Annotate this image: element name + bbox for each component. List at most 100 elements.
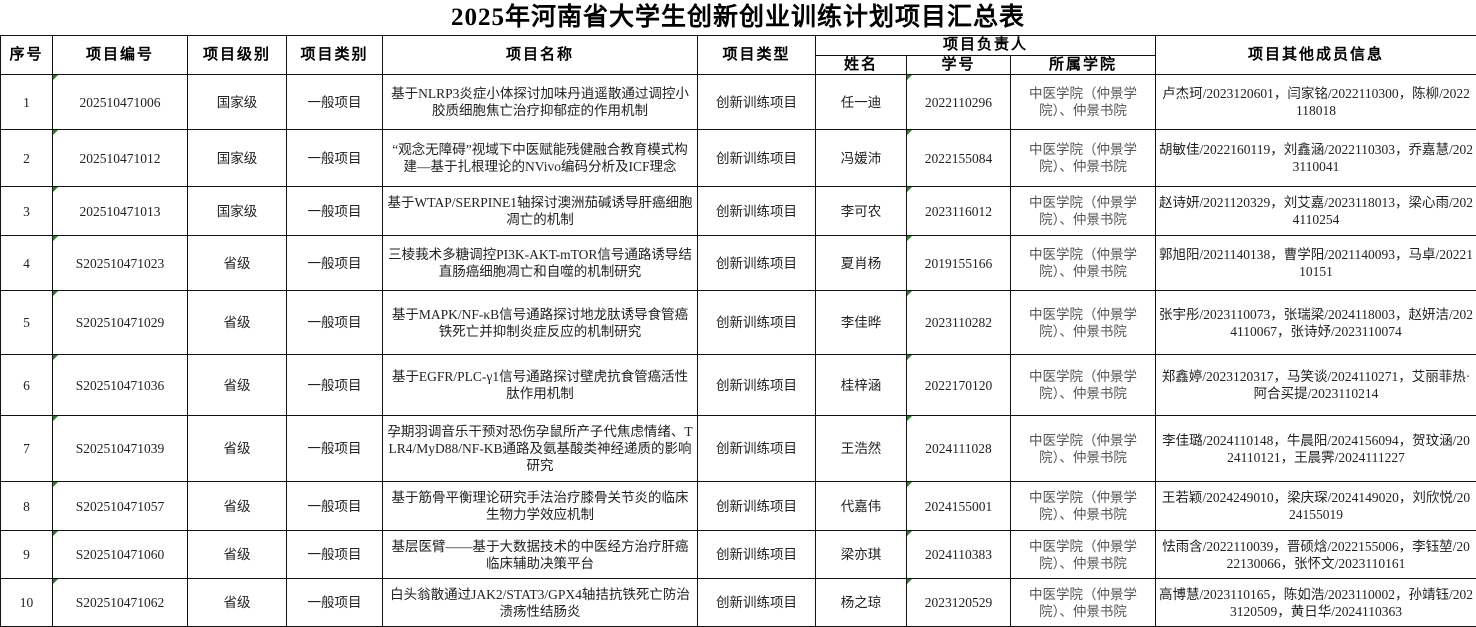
header-code: 项目编号: [53, 36, 188, 75]
cell-leader-id: 2019155166: [907, 236, 1011, 291]
cell-code: S202510471057: [53, 482, 188, 531]
cell-members: 高博慧/2023110165，陈如浩/2023110002，孙靖钰/202312…: [1156, 579, 1476, 627]
cell-project-name: “观念无障碍”视域下中医赋能残健融合教育模式构建—基于扎根理论的NVivo编码分…: [383, 130, 698, 187]
cell-college: 中医学院（仲景学院）、仲景书院: [1011, 579, 1156, 627]
cell-project-type: 创新训练项目: [698, 355, 816, 416]
cell-leader-name: 桂梓涵: [816, 355, 907, 416]
cell-college: 中医学院（仲景学院）、仲景书院: [1011, 416, 1156, 482]
cell-project-type: 创新训练项目: [698, 291, 816, 355]
cell-seq: 2: [1, 130, 53, 187]
cell-category: 一般项目: [287, 531, 383, 579]
header-seq: 序号: [1, 36, 53, 75]
cell-code: S202510471060: [53, 531, 188, 579]
cell-members: 王若颖/2024249010，梁庆琛/2024149020，刘欣悦/202415…: [1156, 482, 1476, 531]
cell-code: 202510471012: [53, 130, 188, 187]
cell-leader-name: 梁亦琪: [816, 531, 907, 579]
cell-members: 胡敏佳/2022160119，刘鑫涵/2022110303，乔嘉慧/202311…: [1156, 130, 1476, 187]
cell-project-type: 创新训练项目: [698, 187, 816, 236]
cell-project-type: 创新训练项目: [698, 236, 816, 291]
cell-members: 张宇彤/2023110073，张瑞梁/2024118003，赵妍洁/202411…: [1156, 291, 1476, 355]
cell-seq: 10: [1, 579, 53, 627]
cell-level: 国家级: [188, 75, 287, 130]
cell-leader-name: 代嘉伟: [816, 482, 907, 531]
cell-level: 省级: [188, 291, 287, 355]
cell-code: S202510471062: [53, 579, 188, 627]
cell-level: 省级: [188, 236, 287, 291]
cell-seq: 8: [1, 482, 53, 531]
header-level: 项目级别: [188, 36, 287, 75]
projects-table: 序号 项目编号 项目级别 项目类别 项目名称 项目类型 项目负责人 项目其他成员…: [0, 35, 1476, 627]
header-type: 项目类型: [698, 36, 816, 75]
cell-category: 一般项目: [287, 130, 383, 187]
table-title: 2025年河南省大学生创新创业训练计划项目汇总表: [0, 0, 1476, 35]
cell-project-type: 创新训练项目: [698, 482, 816, 531]
header-leader-id: 学号: [907, 56, 1011, 75]
cell-seq: 1: [1, 75, 53, 130]
header-leader: 项目负责人: [816, 36, 1156, 56]
cell-leader-name: 李佳晔: [816, 291, 907, 355]
cell-seq: 4: [1, 236, 53, 291]
header-members: 项目其他成员信息: [1156, 36, 1476, 75]
cell-project-type: 创新训练项目: [698, 416, 816, 482]
cell-leader-name: 李可农: [816, 187, 907, 236]
cell-college: 中医学院（仲景学院）、仲景书院: [1011, 355, 1156, 416]
cell-members: 卢杰珂/2023120601，闫家铭/2022110300，陈柳/2022118…: [1156, 75, 1476, 130]
header-category: 项目类别: [287, 36, 383, 75]
cell-project-name: 基于MAPK/NF-κB信号通路探讨地龙肽诱导食管癌铁死亡并抑制炎症反应的机制研…: [383, 291, 698, 355]
cell-level: 国家级: [188, 187, 287, 236]
cell-project-name: 基层医臂——基于大数据技术的中医经方治疗肝癌临床辅助决策平台: [383, 531, 698, 579]
cell-college: 中医学院（仲景学院）、仲景书院: [1011, 75, 1156, 130]
cell-project-name: 三棱莪术多糖调控PI3K-AKT-mTOR信号通路诱导结直肠癌细胞凋亡和自噬的机…: [383, 236, 698, 291]
cell-code: S202510471036: [53, 355, 188, 416]
cell-category: 一般项目: [287, 75, 383, 130]
cell-code: S202510471029: [53, 291, 188, 355]
cell-leader-id: 2023110282: [907, 291, 1011, 355]
cell-project-type: 创新训练项目: [698, 130, 816, 187]
cell-category: 一般项目: [287, 291, 383, 355]
cell-category: 一般项目: [287, 236, 383, 291]
cell-project-type: 创新训练项目: [698, 531, 816, 579]
cell-members: 李佳璐/2024110148，牛晨阳/2024156094，贺玟涵/202411…: [1156, 416, 1476, 482]
cell-project-type: 创新训练项目: [698, 579, 816, 627]
cell-leader-id: 2024110383: [907, 531, 1011, 579]
cell-category: 一般项目: [287, 187, 383, 236]
cell-level: 省级: [188, 579, 287, 627]
cell-leader-id: 2023120529: [907, 579, 1011, 627]
cell-category: 一般项目: [287, 579, 383, 627]
cell-leader-name: 夏肖杨: [816, 236, 907, 291]
cell-project-type: 创新训练项目: [698, 75, 816, 130]
cell-project-name: 孕期羽调音乐干预对恐伤孕鼠所产子代焦虑情绪、TLR4/MyD88/NF-KB通路…: [383, 416, 698, 482]
cell-leader-id: 2022155084: [907, 130, 1011, 187]
cell-college: 中医学院（仲景学院）、仲景书院: [1011, 187, 1156, 236]
cell-level: 省级: [188, 355, 287, 416]
cell-code: S202510471023: [53, 236, 188, 291]
cell-leader-name: 任一迪: [816, 75, 907, 130]
cell-project-name: 基于WTAP/SERPINE1轴探讨澳洲茄碱诱导肝癌细胞凋亡的机制: [383, 187, 698, 236]
cell-level: 国家级: [188, 130, 287, 187]
cell-category: 一般项目: [287, 355, 383, 416]
cell-leader-id: 2022110296: [907, 75, 1011, 130]
cell-level: 省级: [188, 531, 287, 579]
cell-project-name: 白头翁散通过JAK2/STAT3/GPX4轴拮抗铁死亡防治溃疡性结肠炎: [383, 579, 698, 627]
cell-seq: 6: [1, 355, 53, 416]
cell-college: 中医学院（仲景学院）、仲景书院: [1011, 236, 1156, 291]
cell-members: 郭旭阳/2021140138，曹学阳/2021140093，马卓/2022110…: [1156, 236, 1476, 291]
cell-category: 一般项目: [287, 482, 383, 531]
cell-level: 省级: [188, 482, 287, 531]
cell-seq: 9: [1, 531, 53, 579]
cell-project-name: 基于筋骨平衡理论研究手法治疗膝骨关节炎的临床生物力学效应机制: [383, 482, 698, 531]
cell-project-name: 基于NLRP3炎症小体探讨加味丹逍遥散通过调控小胶质细胞焦亡治疗抑郁症的作用机制: [383, 75, 698, 130]
cell-members: 怯雨含/2022110039，晋硕焓/2022155006，李钰堃/202213…: [1156, 531, 1476, 579]
cell-seq: 3: [1, 187, 53, 236]
cell-leader-id: 2023116012: [907, 187, 1011, 236]
cell-college: 中医学院（仲景学院）、仲景书院: [1011, 130, 1156, 187]
cell-project-name: 基于EGFR/PLC-γ1信号通路探讨壁虎抗食管癌活性肽作用机制: [383, 355, 698, 416]
cell-code: 202510471013: [53, 187, 188, 236]
